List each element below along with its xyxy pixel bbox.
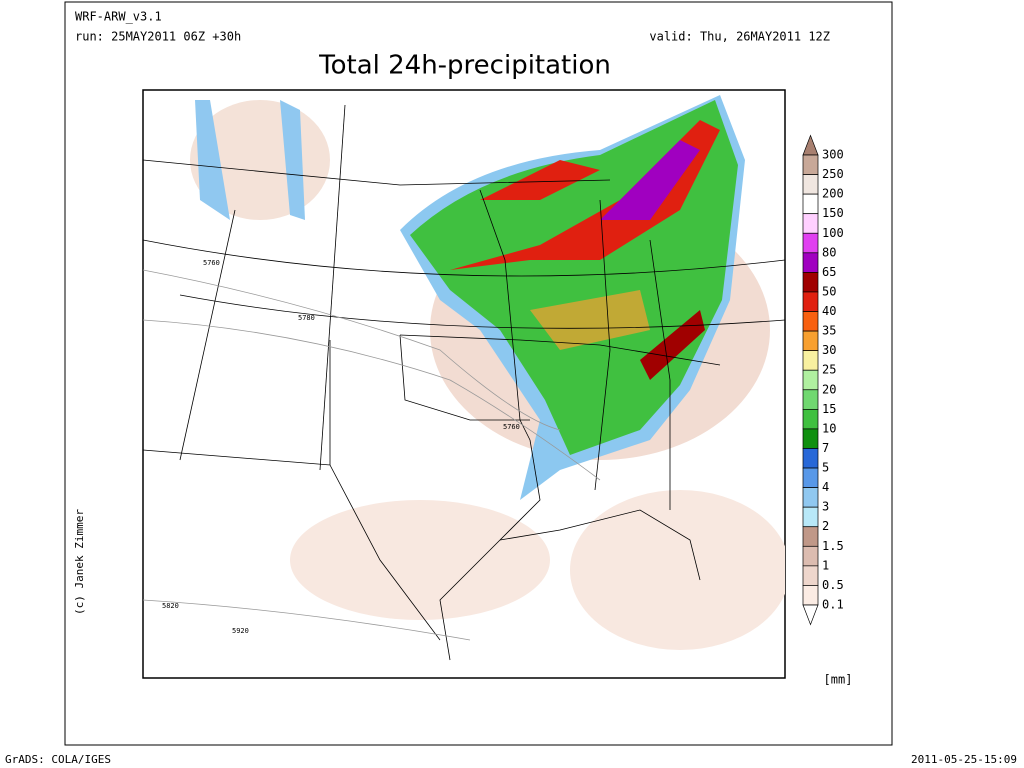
colorbar-label: 250 — [822, 167, 844, 181]
coast — [499, 509, 701, 581]
colorbar-label: 7 — [822, 441, 829, 455]
colorbar-label: 100 — [822, 226, 844, 240]
run-time: run: 25MAY2011 06Z +30h — [75, 30, 241, 44]
height-contour — [143, 319, 601, 481]
border — [319, 104, 346, 471]
colorbar-box — [802, 350, 819, 371]
height-contour — [143, 599, 471, 641]
title: Total 24h-precipitation — [318, 51, 611, 81]
border — [179, 294, 785, 329]
precip-area — [280, 100, 305, 220]
contour-label: 5760 — [503, 423, 520, 431]
footer-right: 2011-05-25-15:09 — [911, 753, 1017, 766]
colorbar-box — [802, 565, 819, 586]
colorbar-label: 35 — [822, 324, 836, 338]
precip-area — [195, 100, 230, 220]
colorbar-label: 3 — [822, 500, 829, 514]
credit: (c) Janek Zimmer — [73, 509, 86, 615]
colorbar-box — [802, 389, 819, 410]
colorbar-label: 300 — [822, 148, 844, 162]
colorbar-box — [802, 585, 819, 606]
border — [479, 189, 531, 441]
colorbar-box — [802, 213, 819, 234]
colorbar-box — [802, 272, 819, 293]
colorbar-label: 15 — [822, 402, 836, 416]
colorbar-label: 30 — [822, 343, 836, 357]
colorbar-label: 1.5 — [822, 539, 844, 553]
border — [399, 334, 721, 366]
colorbar-box — [802, 330, 819, 352]
border — [143, 159, 611, 186]
colorbar-box — [802, 506, 819, 528]
map: 5760 5780 5760 5820 5920 — [142, 89, 786, 679]
border — [143, 239, 785, 277]
model-name: WRF-ARW_v3.1 — [75, 10, 162, 24]
colorbar-box — [802, 252, 819, 273]
colorbar-box — [802, 174, 819, 195]
colorbar-box — [802, 448, 819, 469]
border — [594, 199, 611, 491]
border — [329, 464, 441, 641]
contour-label: 5780 — [298, 314, 315, 322]
colorbar-label: 25 — [822, 363, 836, 377]
colorbar-box — [802, 526, 819, 547]
colorbar-label: 80 — [822, 245, 836, 259]
precip-area — [570, 490, 785, 650]
colorbar-box — [802, 291, 819, 312]
colorbar-label: 150 — [822, 206, 844, 220]
colorbar-label: 4 — [822, 480, 829, 494]
precip-area — [530, 290, 650, 350]
contour-label: 5920 — [232, 627, 249, 635]
colorbar: 300 250 200 150 100 80 65 50 40 35 30 25 20 15 10 7 5 4 3 2… — [802, 134, 844, 626]
valid-time: valid: Thu, 26MAY2011 12Z — [649, 30, 830, 44]
contour-label: 5760 — [203, 259, 220, 267]
footer-left: GrADS: COLA/IGES — [5, 753, 111, 766]
colorbar-label: 20 — [822, 382, 836, 396]
colorbar-label: 40 — [822, 304, 836, 318]
colorbar-label: 50 — [822, 284, 836, 298]
border — [399, 334, 530, 421]
precip-area — [600, 140, 700, 220]
colorbar-box — [802, 428, 819, 449]
border — [179, 209, 236, 461]
precip-area — [290, 500, 550, 620]
colorbar-box — [802, 545, 819, 567]
border — [649, 239, 671, 510]
colorbar-triangle — [802, 604, 819, 626]
height-contour — [143, 269, 561, 431]
colorbar-label: 5 — [822, 461, 829, 475]
contour-label: 5820 — [162, 602, 179, 610]
colorbar-box — [802, 408, 819, 430]
colorbar-label: 0.5 — [822, 578, 844, 592]
precip-area — [480, 160, 600, 200]
colorbar-box — [802, 232, 819, 254]
colorbar-label: 65 — [822, 265, 836, 279]
colorbar-box — [802, 311, 819, 332]
colorbar-box — [802, 467, 819, 488]
colorbar-box — [802, 154, 819, 175]
colorbar-label: 10 — [822, 421, 836, 435]
colorbar-box — [802, 369, 819, 391]
colorbar-unit: [mm] — [824, 673, 853, 687]
colorbar-box — [802, 193, 819, 215]
colorbar-label: 200 — [822, 187, 844, 201]
colorbar-label: 1 — [822, 558, 829, 572]
precip-area — [640, 310, 705, 380]
colorbar-label: 2 — [822, 519, 829, 533]
colorbar-box — [802, 487, 819, 508]
colorbar-label: 0.1 — [822, 598, 844, 612]
